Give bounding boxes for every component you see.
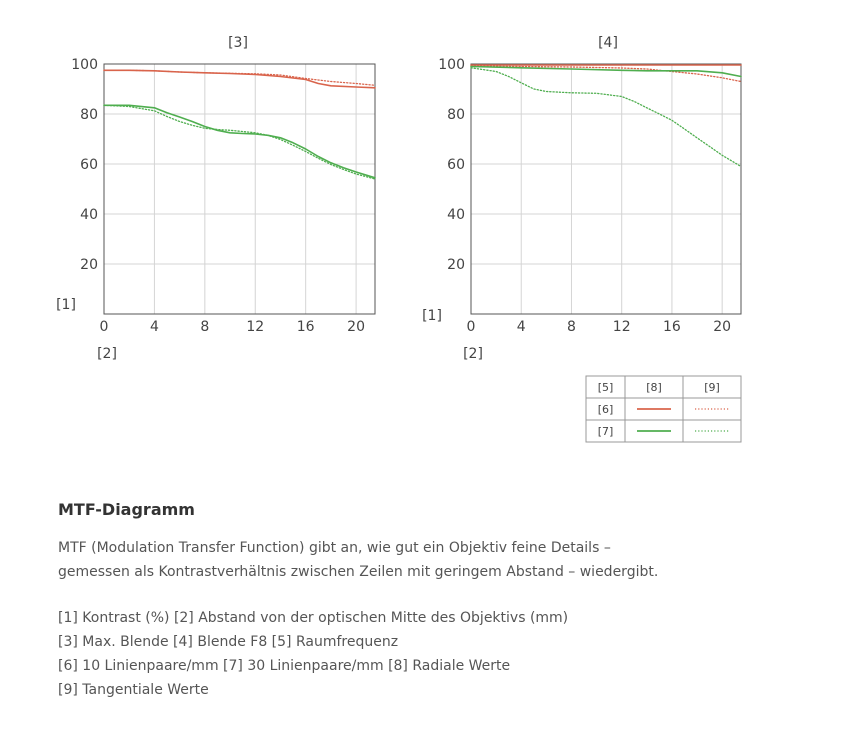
y-tick-label: 100 bbox=[438, 57, 465, 73]
y-tick-label: 100 bbox=[71, 57, 98, 73]
legend-notes: [1] Kontrast (%) [2] Abstand von der opt… bbox=[58, 606, 818, 702]
legend-header-cell: [5] bbox=[598, 381, 614, 394]
plot-frame bbox=[470, 63, 742, 315]
legend-table: [5] [8] [9] [6] [7] bbox=[585, 375, 742, 443]
x-tick-label: 4 bbox=[150, 319, 159, 335]
x-tick-label: 4 bbox=[517, 319, 526, 335]
x-axis-label: [2] bbox=[97, 346, 117, 362]
x-tick-label: 8 bbox=[200, 319, 209, 335]
series-line bbox=[103, 69, 376, 86]
note-line: [9] Tangentiale Werte bbox=[58, 682, 209, 698]
x-tick-label: 0 bbox=[100, 319, 109, 335]
x-tick-label: 20 bbox=[713, 319, 731, 335]
x-tick-label: 0 bbox=[467, 319, 476, 335]
series-line bbox=[470, 65, 742, 78]
legend-frame bbox=[585, 375, 742, 443]
intro-line-2: gemessen als Kontrastverhältnis zwischen… bbox=[58, 564, 659, 580]
x-tick-label: 12 bbox=[613, 319, 631, 335]
legend-header-cell: [9] bbox=[704, 381, 720, 394]
legend-row-label: [6] bbox=[598, 403, 614, 416]
legend-row-label: [7] bbox=[598, 425, 614, 438]
intro-term: MTF bbox=[58, 540, 87, 556]
x-tick-label: 12 bbox=[246, 319, 264, 335]
series-line bbox=[470, 65, 742, 83]
intro-line-1: (Modulation Transfer Function) gibt an, … bbox=[86, 540, 611, 556]
legend-header-cell: [8] bbox=[646, 381, 662, 394]
x-axis-label: [2] bbox=[463, 346, 483, 362]
note-line: [6] 10 Linienpaare/mm [7] 30 Linienpaare… bbox=[58, 658, 511, 674]
description-title: MTF-Diagramm bbox=[58, 500, 195, 519]
y-tick-label: 80 bbox=[447, 107, 465, 123]
y-axis-label: [1] bbox=[56, 297, 76, 313]
y-tick-label: 20 bbox=[447, 257, 465, 273]
chart-title: [4] bbox=[598, 35, 618, 51]
note-line: [3] Max. Blende [4] Blende F8 [5] Raumfr… bbox=[58, 634, 399, 650]
x-tick-label: 20 bbox=[347, 319, 365, 335]
series-line bbox=[103, 104, 376, 180]
plot-frame bbox=[103, 63, 376, 315]
y-tick-label: 40 bbox=[447, 207, 465, 223]
chart-title: [3] bbox=[228, 35, 248, 51]
y-tick-label: 60 bbox=[447, 157, 465, 173]
series-line bbox=[470, 67, 742, 168]
note-line: [1] Kontrast (%) [2] Abstand von der opt… bbox=[58, 610, 569, 626]
y-axis-label: [1] bbox=[422, 308, 442, 324]
series-line bbox=[103, 104, 376, 179]
y-tick-label: 80 bbox=[80, 107, 98, 123]
y-tick-label: 20 bbox=[80, 257, 98, 273]
mtf-chart-2: 20 40 60 80 100 0 4 8 12 16 20 [4] [1] [2] bbox=[422, 35, 742, 362]
series-line bbox=[103, 69, 376, 89]
description: MTF-Diagramm MTF (Modulation Transfer Fu… bbox=[58, 500, 818, 702]
y-tick-label: 60 bbox=[80, 157, 98, 173]
description-intro: MTF (Modulation Transfer Function) gibt … bbox=[58, 536, 818, 584]
y-tick-label: 40 bbox=[80, 207, 98, 223]
x-tick-label: 16 bbox=[297, 319, 315, 335]
mtf-chart-1: 20 40 60 80 100 0 4 8 12 16 20 [3] [1] [2] bbox=[56, 35, 376, 362]
x-tick-label: 8 bbox=[567, 319, 576, 335]
x-tick-label: 16 bbox=[663, 319, 681, 335]
